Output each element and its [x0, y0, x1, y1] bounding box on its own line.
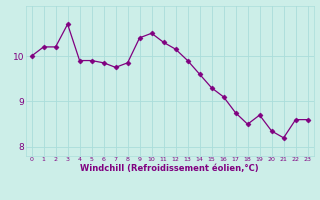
X-axis label: Windchill (Refroidissement éolien,°C): Windchill (Refroidissement éolien,°C) — [80, 164, 259, 173]
